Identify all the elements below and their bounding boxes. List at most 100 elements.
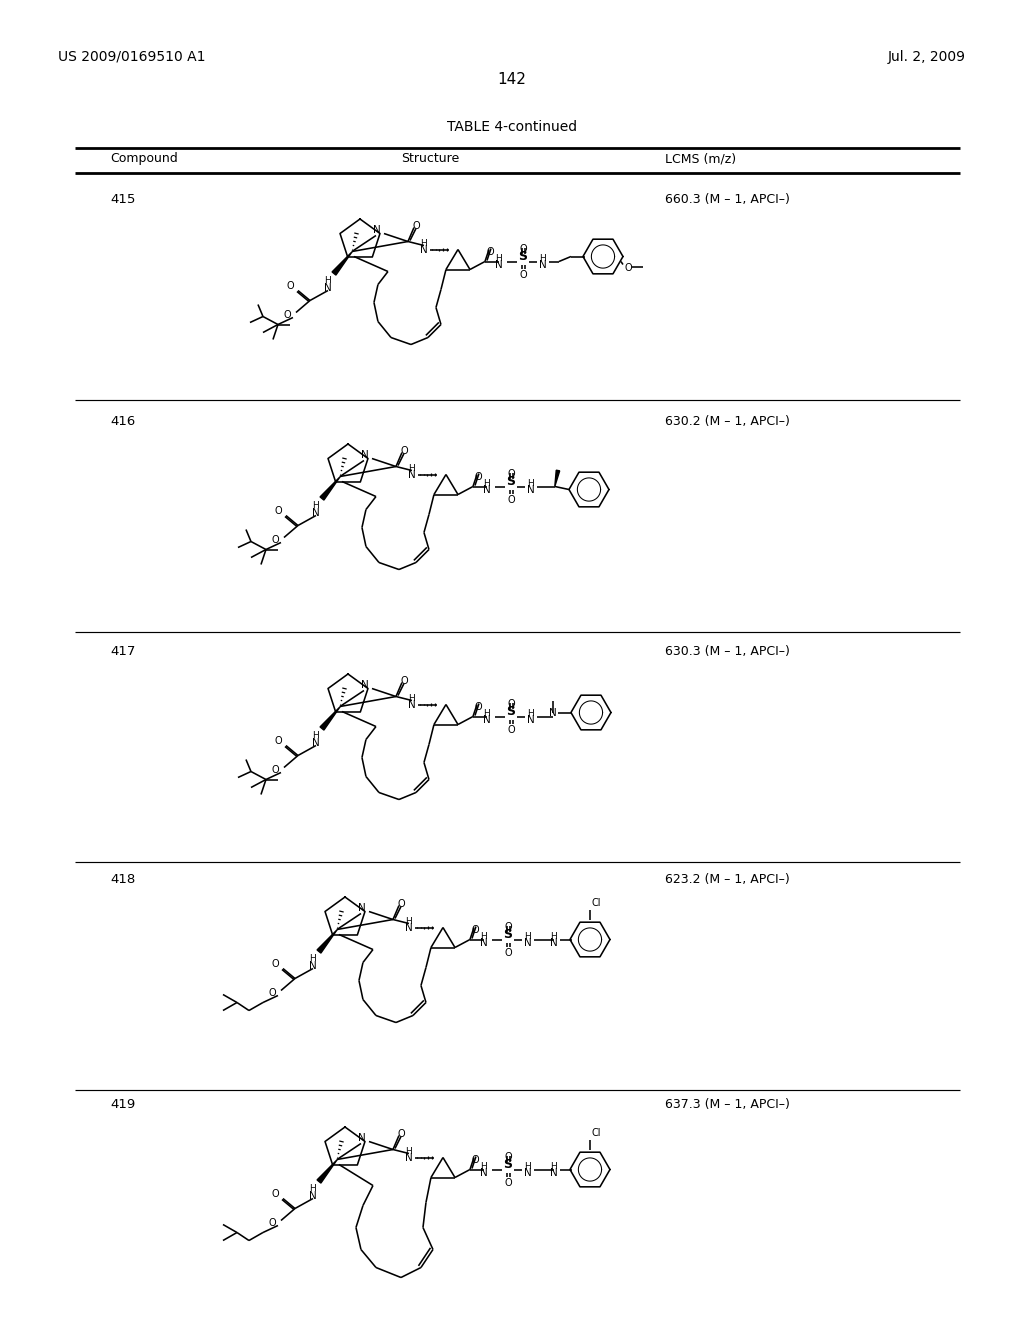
- Text: N: N: [409, 700, 416, 710]
- Text: O: O: [268, 1217, 276, 1228]
- Text: H: H: [309, 1184, 316, 1192]
- Text: 417: 417: [110, 645, 135, 657]
- Text: N: N: [325, 282, 332, 293]
- Text: H: H: [483, 709, 490, 718]
- Polygon shape: [317, 929, 337, 953]
- Polygon shape: [555, 470, 560, 487]
- Text: O: O: [486, 247, 494, 256]
- Text: H: H: [483, 479, 490, 487]
- Text: Cl: Cl: [592, 898, 601, 908]
- Text: LCMS (m/z): LCMS (m/z): [665, 152, 736, 165]
- Text: O: O: [504, 1177, 512, 1188]
- Text: N: N: [420, 244, 428, 255]
- Text: O: O: [271, 764, 279, 775]
- Text: 630.2 (M – 1, APCI–): 630.2 (M – 1, APCI–): [665, 414, 790, 428]
- Text: H: H: [540, 253, 547, 263]
- Text: N: N: [480, 1167, 487, 1177]
- Polygon shape: [321, 706, 340, 730]
- Text: O: O: [474, 701, 481, 711]
- Text: H: H: [409, 693, 416, 702]
- Text: O: O: [471, 924, 479, 935]
- Text: O: O: [507, 469, 515, 479]
- Text: H: H: [421, 239, 427, 248]
- Text: H: H: [551, 1162, 557, 1171]
- Text: 623.2 (M – 1, APCI–): 623.2 (M – 1, APCI–): [665, 873, 790, 886]
- Text: H: H: [551, 932, 557, 941]
- Text: O: O: [271, 958, 279, 969]
- Text: N: N: [527, 714, 535, 725]
- Text: N: N: [483, 714, 490, 725]
- Text: O: O: [284, 309, 291, 319]
- Text: H: H: [325, 276, 332, 285]
- Polygon shape: [317, 1160, 337, 1183]
- Text: Jul. 2, 2009: Jul. 2, 2009: [888, 50, 966, 63]
- Text: O: O: [400, 446, 408, 455]
- Polygon shape: [332, 252, 352, 275]
- Text: O: O: [268, 987, 276, 998]
- Text: Compound: Compound: [110, 152, 178, 165]
- Text: O: O: [507, 725, 515, 734]
- Text: N: N: [524, 1167, 531, 1177]
- Text: N: N: [480, 937, 487, 948]
- Text: O: O: [274, 735, 282, 746]
- Text: O: O: [271, 535, 279, 545]
- Text: N: N: [524, 937, 531, 948]
- Text: O: O: [625, 263, 633, 272]
- Text: 630.3 (M – 1, APCI–): 630.3 (M – 1, APCI–): [665, 645, 790, 657]
- Text: N: N: [495, 260, 503, 269]
- Text: O: O: [519, 243, 526, 253]
- Text: S: S: [504, 928, 512, 941]
- Text: 416: 416: [110, 414, 135, 428]
- Text: H: H: [312, 500, 319, 510]
- Text: 419: 419: [110, 1098, 135, 1111]
- Text: H: H: [309, 953, 316, 962]
- Text: S: S: [518, 249, 527, 263]
- Text: N: N: [549, 708, 557, 718]
- Text: O: O: [286, 281, 294, 290]
- Text: H: H: [496, 253, 503, 263]
- Text: 637.3 (M – 1, APCI–): 637.3 (M – 1, APCI–): [665, 1098, 790, 1111]
- Text: H: H: [409, 463, 416, 473]
- Text: TABLE 4-continued: TABLE 4-continued: [446, 120, 578, 135]
- Text: O: O: [397, 1129, 404, 1139]
- Text: O: O: [274, 506, 282, 516]
- Text: N: N: [312, 738, 319, 747]
- Text: N: N: [406, 923, 413, 932]
- Text: H: H: [480, 932, 487, 941]
- Text: O: O: [271, 1188, 279, 1199]
- Text: O: O: [397, 899, 404, 908]
- Text: H: H: [524, 932, 531, 941]
- Text: N: N: [550, 937, 558, 948]
- Text: H: H: [524, 1162, 531, 1171]
- Text: 660.3 (M – 1, APCI–): 660.3 (M – 1, APCI–): [665, 193, 790, 206]
- Text: S: S: [504, 1158, 512, 1171]
- Text: O: O: [412, 220, 420, 231]
- Text: 142: 142: [498, 73, 526, 87]
- Polygon shape: [321, 477, 340, 500]
- Text: S: S: [507, 475, 515, 488]
- Text: O: O: [519, 269, 526, 280]
- Text: N: N: [527, 484, 535, 495]
- Text: O: O: [507, 495, 515, 504]
- Text: N: N: [358, 1133, 366, 1143]
- Text: N: N: [406, 1152, 413, 1163]
- Text: H: H: [527, 709, 535, 718]
- Text: N: N: [358, 903, 366, 912]
- Text: N: N: [361, 450, 369, 459]
- Text: 418: 418: [110, 873, 135, 886]
- Text: N: N: [309, 1191, 316, 1200]
- Text: N: N: [409, 470, 416, 479]
- Text: N: N: [483, 484, 490, 495]
- Text: O: O: [504, 1151, 512, 1162]
- Text: N: N: [539, 260, 547, 269]
- Text: H: H: [527, 479, 535, 487]
- Text: O: O: [504, 921, 512, 932]
- Text: 415: 415: [110, 193, 135, 206]
- Text: O: O: [504, 948, 512, 957]
- Text: O: O: [474, 471, 481, 482]
- Text: O: O: [507, 698, 515, 709]
- Text: H: H: [406, 1147, 413, 1155]
- Text: O: O: [471, 1155, 479, 1164]
- Text: N: N: [373, 224, 381, 235]
- Text: N: N: [361, 680, 369, 689]
